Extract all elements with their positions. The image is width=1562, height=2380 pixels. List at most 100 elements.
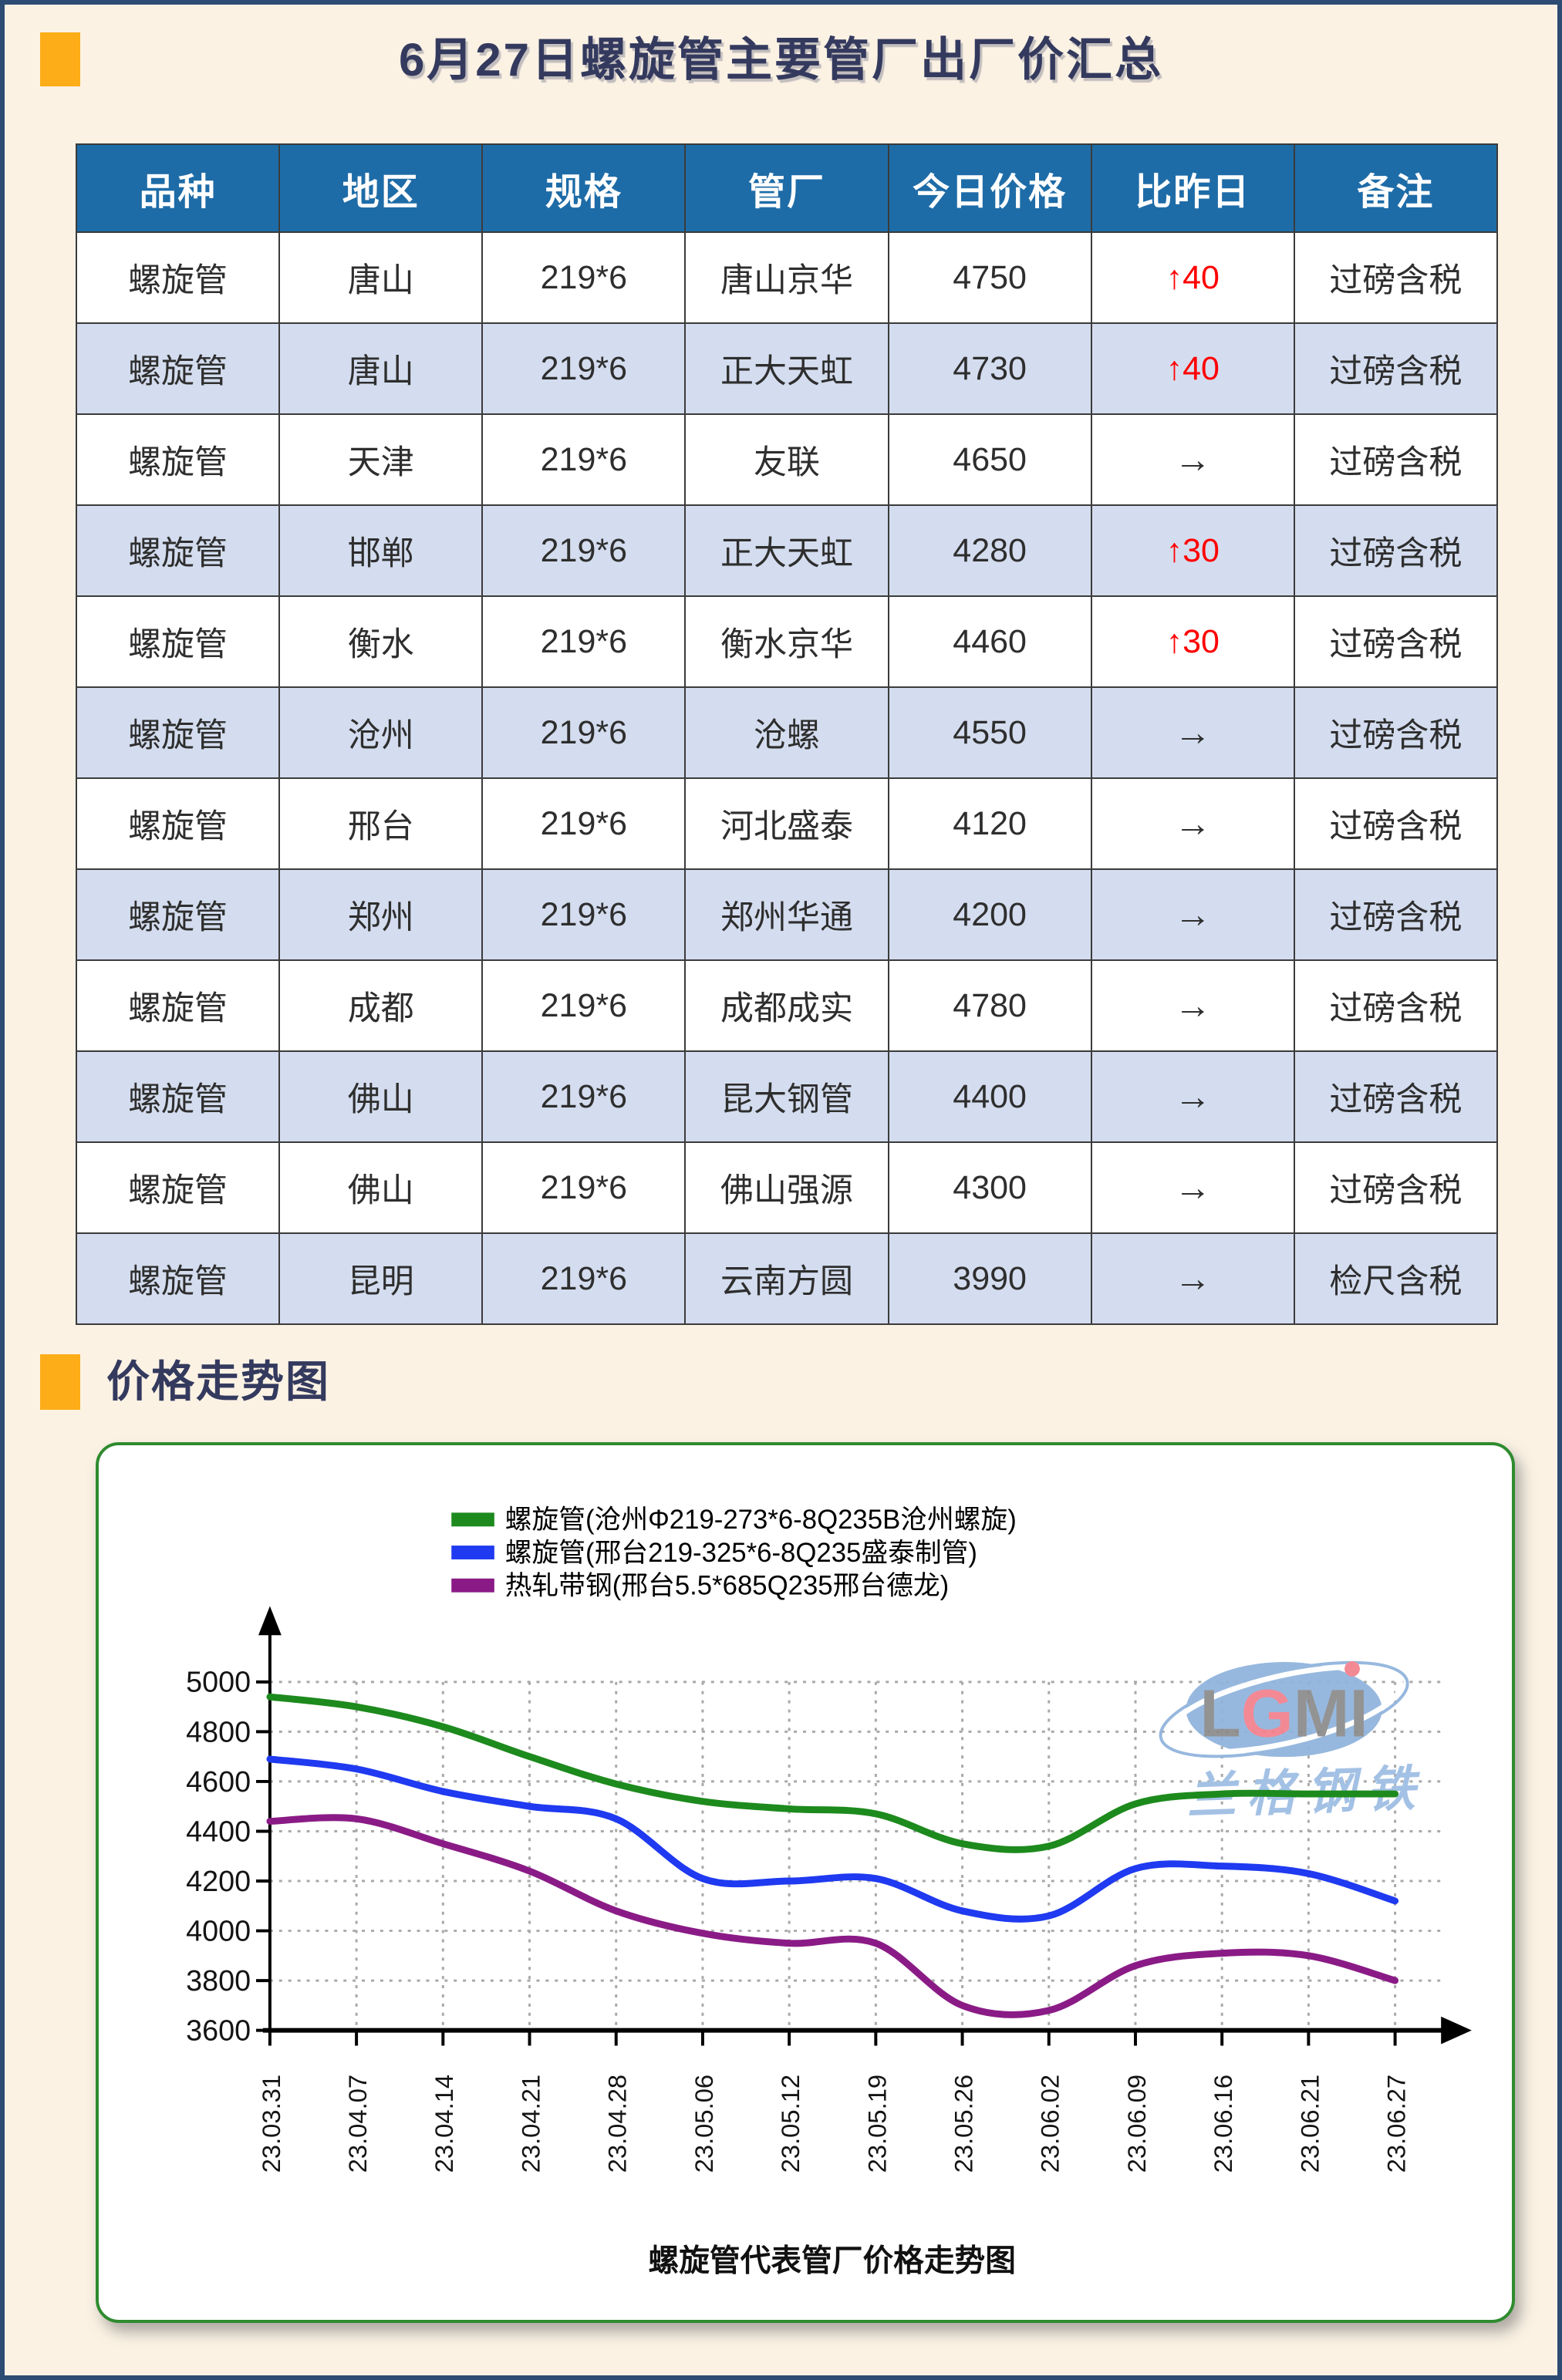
cell: 219*6 [481, 413, 687, 506]
cell: 219*6 [481, 777, 687, 870]
cell: 佛山强源 [684, 1141, 889, 1234]
cell: 昆大钢管 [684, 1050, 889, 1143]
cell: 天津 [278, 413, 484, 506]
change-cell: → [1090, 686, 1295, 779]
table-row: 螺旋管 衡水 219*6 衡水京华 4460 ↑30 过磅含税 [75, 595, 1499, 688]
cell: 过磅含税 [1293, 595, 1499, 688]
cell: 过磅含税 [1293, 777, 1499, 870]
price-trend-chart: 3600 3800 4000 4200 4400 4600 4800 5000 23.03.31… [186, 1505, 1472, 2277]
x-tick-label: 23.05.06 [690, 2075, 718, 2173]
y-tick-label: 3800 [186, 1964, 251, 1997]
change-cell: → [1090, 413, 1295, 506]
cell: 4650 [887, 413, 1092, 506]
cell: 衡水 [278, 595, 484, 688]
legend-swatch [451, 1512, 494, 1527]
y-axis-arrow-icon [258, 1606, 282, 1636]
table-row: 螺旋管 邯郸 219*6 正大天虹 4280 ↑30 过磅含税 [75, 504, 1499, 597]
watermark-logo: LGMI [1159, 1660, 1409, 1758]
x-axis-arrow-icon [1441, 2016, 1472, 2045]
x-tick-label: 23.05.12 [776, 2075, 805, 2173]
section-accent-square [40, 1354, 80, 1410]
cell: 过磅含税 [1293, 1050, 1499, 1143]
cell: 郑州华通 [684, 868, 889, 961]
legend-swatch [451, 1546, 494, 1559]
watermark-orbit [1164, 1664, 1404, 1755]
change-cell: ↑30 [1090, 595, 1295, 688]
cell: 郑州 [278, 868, 484, 961]
y-tick-label: 4400 [186, 1815, 251, 1847]
chart-caption: 螺旋管代表管厂价格走势图 [649, 2243, 1016, 2277]
title-accent-square [40, 32, 80, 86]
cell: 昆明 [278, 1232, 484, 1325]
column-header: 备注 [1293, 143, 1499, 233]
cell: 过磅含税 [1293, 959, 1499, 1052]
legend-swatch [451, 1578, 494, 1593]
cell: 螺旋管 [75, 1050, 281, 1143]
change-cell: ↑40 [1090, 231, 1295, 324]
header-row: 品种 地区 规格 管厂 今日价格 比昨日 备注 [75, 143, 1499, 233]
x-tick-label: 23.05.26 [949, 2075, 977, 2173]
change-cell: → [1090, 868, 1295, 961]
y-tick-label: 4600 [186, 1765, 251, 1798]
cell: 4750 [887, 231, 1092, 324]
x-tick-label: 23.05.19 [862, 2075, 891, 2173]
cell: 219*6 [481, 1141, 687, 1234]
legend-label: 热轧带钢(邢台5.5*685Q235邢台德龙) [505, 1571, 949, 1601]
cell: 3990 [887, 1232, 1092, 1325]
cell: 螺旋管 [75, 686, 281, 779]
x-tick-label: 23.03.31 [257, 2075, 285, 2173]
cell: 4550 [887, 686, 1092, 779]
table-row: 螺旋管 沧州 219*6 沧螺 4550 → 过磅含税 [75, 686, 1499, 779]
table-row: 螺旋管 佛山 219*6 佛山强源 4300 → 过磅含税 [75, 1141, 1499, 1234]
x-tick-label: 23.06.16 [1209, 2075, 1237, 2173]
cell: 云南方圆 [684, 1232, 889, 1325]
legend-label: 螺旋管(沧州Φ219-273*6-8Q235B沧州螺旋) [505, 1505, 1017, 1535]
y-tick-label: 4800 [186, 1715, 251, 1748]
x-tick-label: 23.04.28 [603, 2075, 632, 2173]
cell: 过磅含税 [1293, 413, 1499, 506]
cell: 219*6 [481, 686, 687, 779]
cell: 4300 [887, 1141, 1092, 1234]
cell: 螺旋管 [75, 231, 281, 324]
cell: 219*6 [481, 959, 687, 1052]
cell: 4400 [887, 1050, 1092, 1143]
cell: 佛山 [278, 1050, 484, 1143]
page-title: 6月27日螺旋管主要管厂出厂价汇总 [398, 34, 1164, 86]
cell: 4280 [887, 504, 1092, 597]
cell: 成都 [278, 959, 484, 1052]
column-header: 规格 [481, 143, 687, 233]
table-row: 螺旋管 郑州 219*6 郑州华通 4200 → 过磅含税 [75, 868, 1499, 961]
cell: 螺旋管 [75, 504, 281, 597]
legend-label: 螺旋管(邢台219-325*6-8Q235盛泰制管) [505, 1538, 977, 1568]
change-cell: → [1090, 1050, 1295, 1143]
price-table: 品种 地区 规格 管厂 今日价格 比昨日 备注 螺旋管 唐山 219*6 唐山京华 4750 ↑40 过… [75, 143, 1499, 1325]
cell: 4120 [887, 777, 1092, 870]
cell: 219*6 [481, 231, 687, 324]
column-header: 管厂 [684, 143, 889, 233]
cell: 检尺含税 [1293, 1232, 1499, 1325]
column-header: 品种 [75, 143, 281, 233]
y-tick-label: 4200 [186, 1865, 251, 1897]
cell: 4730 [887, 322, 1092, 415]
cell: 219*6 [481, 595, 687, 688]
cell: 219*6 [481, 1232, 687, 1325]
change-cell: ↑40 [1090, 322, 1295, 415]
table-row: 螺旋管 成都 219*6 成都成实 4780 → 过磅含税 [75, 959, 1499, 1052]
table-row: 螺旋管 天津 219*6 友联 4650 → 过磅含税 [75, 413, 1499, 506]
x-tick-label: 23.04.14 [430, 2075, 458, 2173]
change-cell: → [1090, 1141, 1295, 1234]
cell: 佛山 [278, 1141, 484, 1234]
table-row: 螺旋管 昆明 219*6 云南方圆 3990 → 检尺含税 [75, 1232, 1499, 1325]
column-header: 今日价格 [887, 143, 1092, 233]
change-cell: → [1090, 777, 1295, 870]
y-tick-label: 3600 [186, 2014, 251, 2047]
watermark-orbit-outer [1159, 1660, 1409, 1758]
cell: 过磅含税 [1293, 686, 1499, 779]
x-tick-label: 23.06.09 [1122, 2075, 1151, 2173]
cell: 唐山京华 [684, 231, 889, 324]
cell: 沧州 [278, 686, 484, 779]
x-tick-label: 23.04.21 [516, 2075, 545, 2173]
cell: 成都成实 [684, 959, 889, 1052]
cell: 4200 [887, 868, 1092, 961]
